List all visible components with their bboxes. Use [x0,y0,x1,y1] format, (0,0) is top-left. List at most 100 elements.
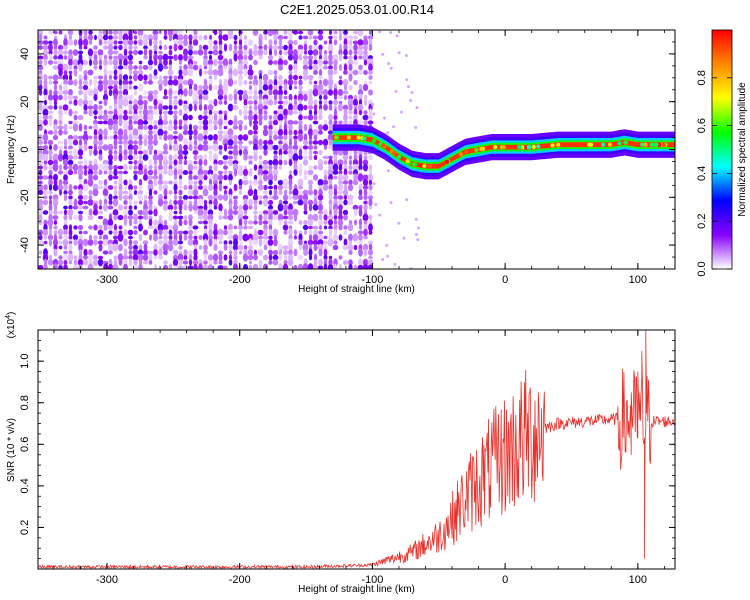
noise-cell [263,34,268,41]
noise-cell [113,195,118,200]
noise-cell [142,149,149,156]
noise-cell [113,45,118,50]
noise-cell [323,235,328,240]
noise-cell [323,255,328,260]
noise-cell [213,124,218,131]
noise-cell [83,194,88,201]
noise-cell [228,173,233,182]
noise-cell [88,160,93,165]
noise-cell [213,198,218,207]
noise-cell [68,183,73,192]
noise-cell [308,184,313,191]
noise-cell [159,45,162,50]
noise-cell [138,233,143,242]
noise-cell [158,255,163,260]
noise-cell [274,235,277,240]
noise-cell [258,69,263,76]
noise-cell [197,144,204,151]
noise-cell [268,228,273,237]
noise-cell [263,140,268,145]
noise-cell [233,44,238,51]
noise-cell [358,55,363,60]
noise-cell [158,30,163,35]
noise-cell [68,205,73,210]
noise-cell [163,88,168,97]
noise-cell [312,225,319,230]
noise-cell [217,64,224,71]
noise-cell [138,134,143,141]
noise-cell [42,253,49,262]
noise-cell [268,120,273,125]
noise-cell [173,105,178,110]
noise-cell [137,30,144,37]
noise-cell [267,144,274,151]
noise-cell [203,249,208,256]
noise-cell [232,195,239,200]
noise-cell [168,33,173,42]
noise-cell [128,63,133,72]
ridge-point [464,149,469,154]
noise-cell [142,215,149,220]
noise-cell [368,55,373,60]
noise-cell [308,234,313,241]
noise-cell [128,254,133,261]
noise-cell [278,189,283,196]
noise-cell [332,163,339,172]
noise-cell [133,174,138,181]
noise-cell [253,214,258,221]
noise-cell [197,220,204,225]
noise-cell [63,259,68,266]
noise-cell [213,163,218,172]
noise-cell [258,200,263,205]
noise-cell [362,264,369,269]
noise-cell [353,208,358,217]
noise-cell [248,54,253,61]
noise-cell [159,115,162,120]
noise-cell [148,150,153,155]
noise-cell [262,170,269,175]
noise-cell [308,203,313,212]
spectrogram-ridge [332,124,675,180]
noise-cell [153,124,158,131]
noise-cell [258,48,263,57]
noise-cell [308,98,313,107]
noise-cell [227,30,234,37]
noise-cell [52,94,59,101]
noise-cell [347,183,354,192]
noise-cell [288,103,293,112]
noise-cell [303,169,308,176]
noise-cell [83,110,88,115]
noise-cell [368,215,373,220]
noise-cell [107,225,114,230]
noise-cell [238,240,243,245]
noise-cell [128,115,133,120]
noise-cell [193,154,198,161]
noise-cell [63,209,68,216]
noise-cell [158,240,163,245]
noise-cell [272,254,279,261]
noise-cell [173,210,178,215]
noise-cell [128,69,133,76]
noise-cell [137,170,144,175]
noise-cell [72,155,79,160]
noise-cell [148,64,153,71]
noise-cell [163,143,168,152]
noise-cell [77,58,84,67]
noise-cell [193,254,198,261]
colorbar-tick-label: 0.6 [696,118,708,133]
noise-cell [223,208,228,217]
noise-cell [123,263,128,269]
noise-cell [138,223,143,232]
noise-cell [302,55,309,60]
noise-cell [208,109,213,116]
noise-cell [118,114,123,121]
noise-cell [228,223,233,232]
noise-cell [68,228,73,237]
noise-cell [107,263,114,269]
noise-cell [77,259,84,266]
noise-cell [127,215,134,220]
ridge-point [653,142,658,147]
noise-cell [358,234,363,241]
noise-cell [54,98,57,107]
noise-cell [118,85,123,90]
